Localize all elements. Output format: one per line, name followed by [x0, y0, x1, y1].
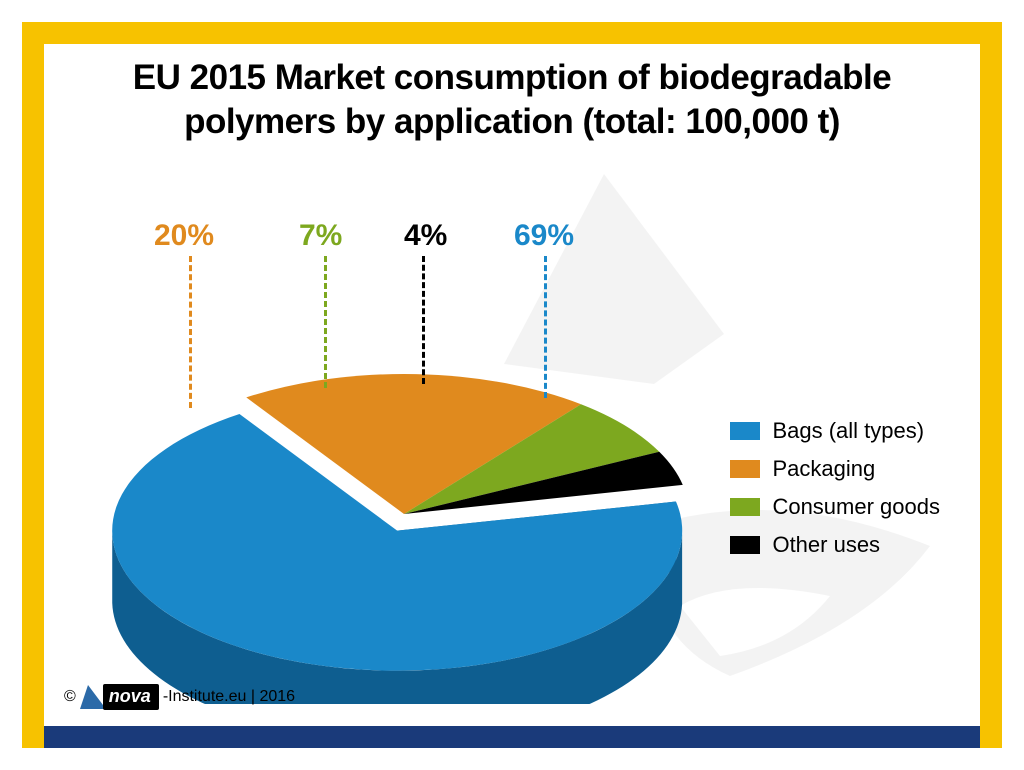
content-area: EU 2015 Market consumption of biodegrada…	[44, 44, 980, 726]
footer-attribution: © nova -Institute.eu | 2016	[64, 684, 295, 710]
leader-line	[324, 256, 327, 388]
legend-item: Bags (all types)	[730, 414, 940, 448]
legend-item: Consumer goods	[730, 490, 940, 524]
leader-line	[189, 256, 192, 408]
legend: Bags (all types) Packaging Consumer goods O…	[730, 414, 940, 566]
pct-label: 20%	[154, 219, 214, 253]
legend-swatch	[730, 422, 760, 440]
attribution-text: -Institute.eu | 2016	[163, 688, 295, 706]
legend-swatch	[730, 460, 760, 478]
legend-label: Other uses	[772, 528, 880, 562]
pct-label: 4%	[404, 219, 447, 253]
leader-line	[422, 256, 425, 384]
pct-label: 69%	[514, 219, 574, 253]
pct-label: 7%	[299, 219, 342, 253]
legend-label: Bags (all types)	[772, 414, 924, 448]
legend-label: Consumer goods	[772, 490, 940, 524]
chart-area: 69% 4% 7% 20% Bags (all types) Packaging Cons…	[44, 164, 980, 666]
title-line-2: polymers by application (total: 100,000 …	[184, 102, 840, 141]
legend-swatch	[730, 536, 760, 554]
copyright-symbol: ©	[64, 688, 76, 706]
legend-swatch	[730, 498, 760, 516]
blue-bottom-bar	[44, 726, 980, 748]
legend-item: Packaging	[730, 452, 940, 486]
leader-line	[544, 256, 547, 398]
nova-logo: nova	[80, 684, 159, 710]
legend-label: Packaging	[772, 452, 875, 486]
title-line-1: EU 2015 Market consumption of biodegrada…	[133, 58, 891, 97]
nova-logo-wing	[80, 685, 106, 709]
outer-frame: EU 2015 Market consumption of biodegrada…	[0, 0, 1024, 770]
nova-logo-text: nova	[103, 684, 159, 710]
chart-title: EU 2015 Market consumption of biodegrada…	[44, 56, 980, 144]
legend-item: Other uses	[730, 528, 940, 562]
